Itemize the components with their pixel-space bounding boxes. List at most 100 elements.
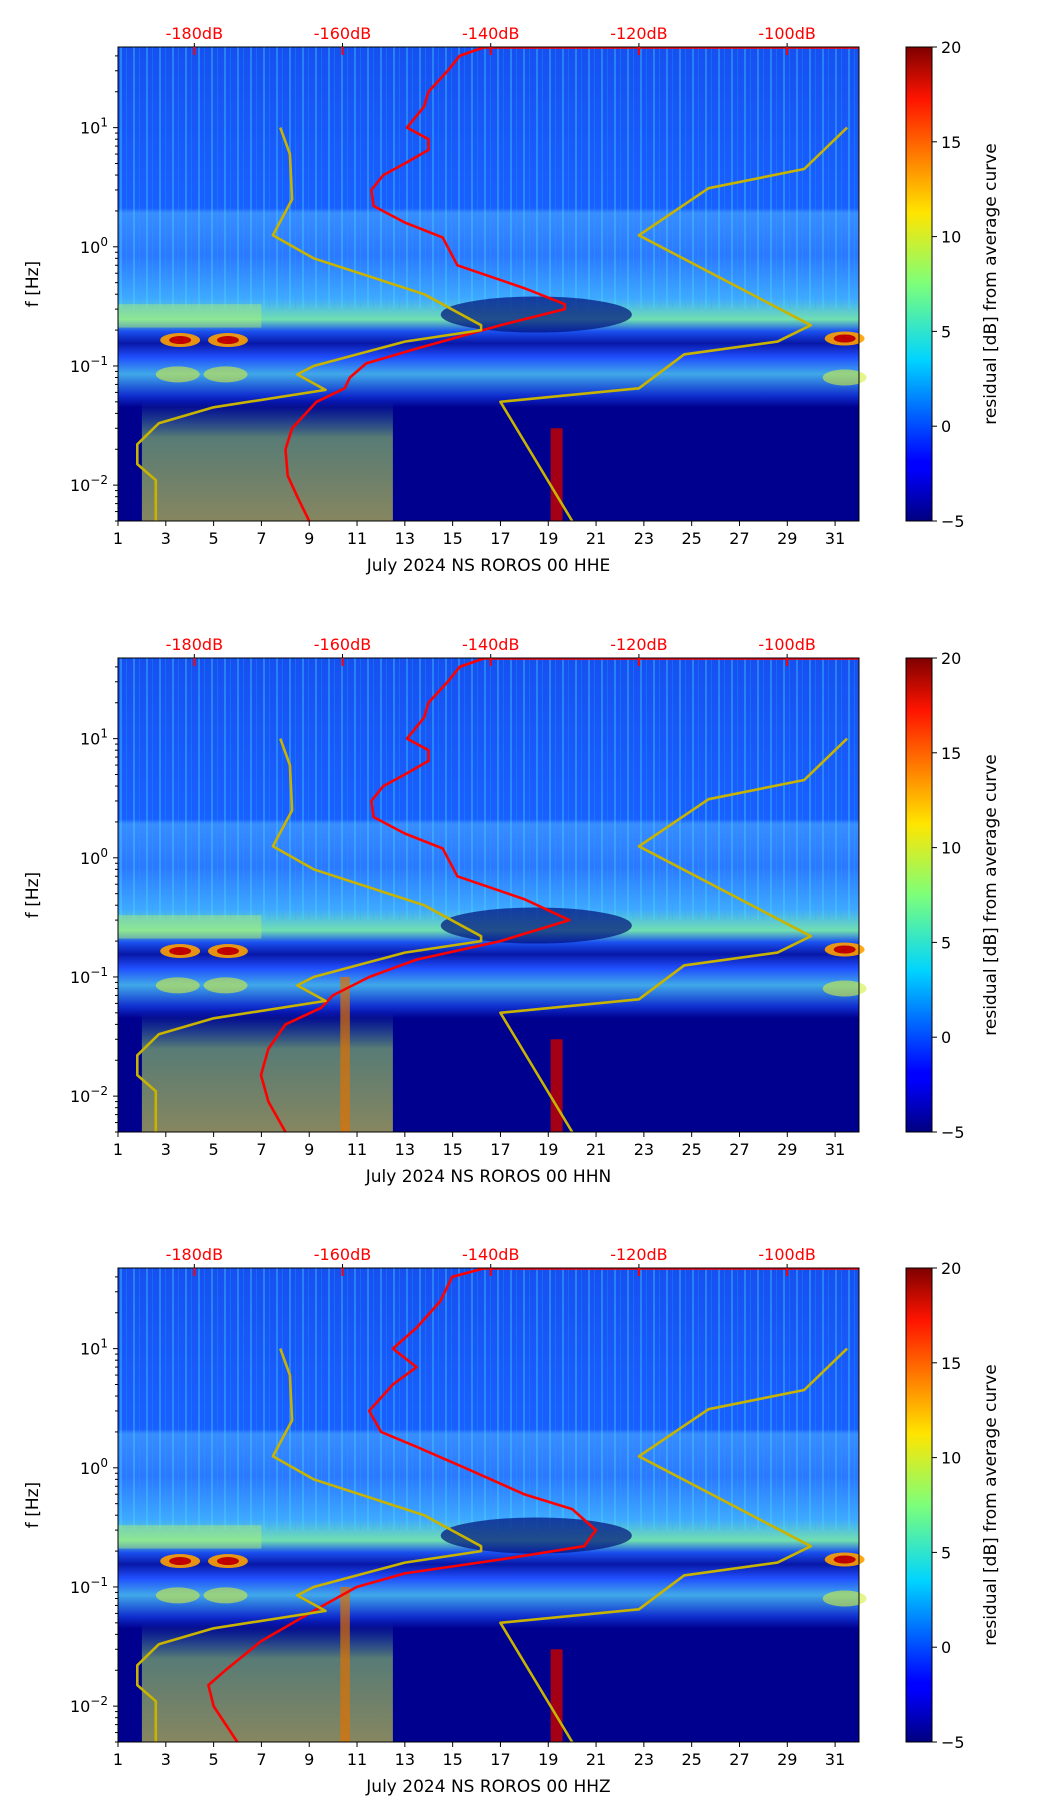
heatmap-microseism-band <box>118 1525 262 1549</box>
heatmap-quiet-region <box>440 296 632 333</box>
y-tick-label: 10−1 <box>70 965 108 987</box>
heatmap-orange-band <box>340 1586 350 1742</box>
top-db-tick-label: -140dB <box>462 635 519 654</box>
colorbar <box>905 46 933 522</box>
x-tick-label: 27 <box>729 1750 749 1769</box>
y-tick-label: 100 <box>80 1456 108 1478</box>
y-tick-exponent: 0 <box>100 1456 108 1470</box>
y-tick-exponent: 0 <box>100 846 108 860</box>
heatmap-hotspot-core <box>833 945 856 954</box>
y-tick-base: 10 <box>80 119 100 138</box>
y-tick-base: 10 <box>80 730 100 749</box>
top-db-tick-label: -160dB <box>314 635 371 654</box>
y-tick-label: 10−2 <box>70 1084 108 1106</box>
nhnm-curve <box>499 737 849 1132</box>
colorbar-tick-label: 5 <box>941 322 951 341</box>
top-db-tick-label: -100dB <box>758 635 815 654</box>
y-tick-label: 101 <box>80 727 108 749</box>
x-tick-label: 11 <box>347 1750 367 1769</box>
x-tick-label: 7 <box>256 529 266 548</box>
x-tick-label: 25 <box>681 529 701 548</box>
y-axis-label: f [Hz] <box>23 1482 43 1528</box>
top-db-tick-label: -180dB <box>166 1245 223 1264</box>
top-db-tick-label: -140dB <box>462 1245 519 1264</box>
heatmap-hotspot <box>203 977 248 994</box>
y-tick-label: 10−1 <box>70 1575 108 1597</box>
station-psd-curve <box>259 658 859 1132</box>
y-tick-base: 10 <box>80 1459 100 1478</box>
heatmap-red-band <box>550 1649 563 1742</box>
y-tick-exponent: −2 <box>90 1694 108 1708</box>
heatmap-quiet-region <box>440 907 632 944</box>
colorbar-tick-label: −5 <box>941 1123 965 1142</box>
x-tick-label: 15 <box>442 529 462 548</box>
x-tick-label: 19 <box>538 1750 558 1769</box>
heatmap-hotspot <box>155 1587 200 1604</box>
station-psd-curve <box>284 47 859 521</box>
y-tick-exponent: 1 <box>100 727 108 741</box>
station-psd-curve <box>207 1268 859 1742</box>
x-tick-label: 9 <box>304 529 314 548</box>
x-tick-label: 11 <box>347 1140 367 1159</box>
spectrogram-panel-hhn: 1 3 5 7 9 11 13 15 17 19 21 23 25 27 29 31-180dB -160dB -… <box>23 635 1001 1187</box>
top-db-tick-label: -180dB <box>166 635 223 654</box>
y-tick-label: 100 <box>80 846 108 868</box>
y-tick-label: 10−2 <box>70 1694 108 1716</box>
nhnm-curve <box>499 126 849 521</box>
top-db-tick-label: -180dB <box>166 24 223 43</box>
y-tick-exponent: −1 <box>90 354 108 368</box>
x-tick-label: 17 <box>490 1140 510 1159</box>
x-tick-label: 3 <box>161 1140 171 1159</box>
heatmap-streaks <box>118 47 859 310</box>
x-tick-label: 31 <box>825 1140 845 1159</box>
x-tick-label: 5 <box>209 1140 219 1159</box>
colorbar-tick-label: 0 <box>941 1028 951 1047</box>
y-tick-label: 101 <box>80 116 108 138</box>
x-tick-label: 25 <box>681 1140 701 1159</box>
heatmap-hotspot <box>822 369 867 386</box>
y-tick-label: 10−2 <box>70 473 108 495</box>
colorbar-tick-label: 15 <box>941 133 961 152</box>
y-tick-base: 10 <box>70 968 90 987</box>
x-tick-label: 11 <box>347 529 367 548</box>
x-tick-label: 19 <box>538 529 558 548</box>
x-tick-label: 9 <box>304 1750 314 1769</box>
heatmap-quiet-region <box>440 1517 632 1554</box>
colorbar-tick-label: 10 <box>941 1449 961 1468</box>
x-tick-label: 21 <box>586 1140 606 1159</box>
y-tick-exponent: 1 <box>100 1337 108 1351</box>
top-db-tick-label: -100dB <box>758 24 815 43</box>
heatmap-hotspot-core <box>216 947 239 956</box>
x-tick-label: 31 <box>825 1750 845 1769</box>
spectrogram-panel-hhe: 1 3 5 7 9 11 13 15 17 19 21 23 25 27 29 31-180dB -160dB -… <box>23 24 1001 576</box>
axes-frame <box>117 1267 860 1743</box>
heatmap-lowfreq-band <box>141 401 393 521</box>
y-tick-base: 10 <box>70 1578 90 1597</box>
y-tick-exponent: 0 <box>100 235 108 249</box>
heatmap-streaks <box>118 1268 859 1531</box>
x-axis-label: July 2024 NS ROROS 00 HHN <box>365 1167 611 1187</box>
heatmap-hotspot-core <box>833 334 856 343</box>
heatmap-hotspot-core <box>169 1557 192 1566</box>
top-db-tick-label: -120dB <box>610 635 667 654</box>
x-tick-label: 1 <box>113 529 123 548</box>
x-axis-label: July 2024 NS ROROS 00 HHZ <box>365 1777 610 1797</box>
x-tick-label: 15 <box>442 1750 462 1769</box>
axes-frame <box>117 46 860 522</box>
y-axis-label: f [Hz] <box>23 261 43 307</box>
heatmap-hotspot-core <box>216 1557 239 1566</box>
top-db-tick-label: -160dB <box>314 24 371 43</box>
x-tick-label: 13 <box>395 1140 415 1159</box>
heatmap-lowfreq-band <box>141 1012 393 1132</box>
x-tick-label: 5 <box>209 529 219 548</box>
heatmap-red-band <box>550 1039 563 1132</box>
y-tick-exponent: −2 <box>90 1084 108 1098</box>
x-tick-label: 25 <box>681 1750 701 1769</box>
colorbar-tick-label: 15 <box>941 744 961 763</box>
colorbar <box>905 657 933 1133</box>
x-tick-label: 13 <box>395 1750 415 1769</box>
colorbar-label: residual [dB] from average curve <box>981 754 1001 1035</box>
x-tick-label: 29 <box>777 1140 797 1159</box>
heatmap-hotspot <box>155 366 200 383</box>
